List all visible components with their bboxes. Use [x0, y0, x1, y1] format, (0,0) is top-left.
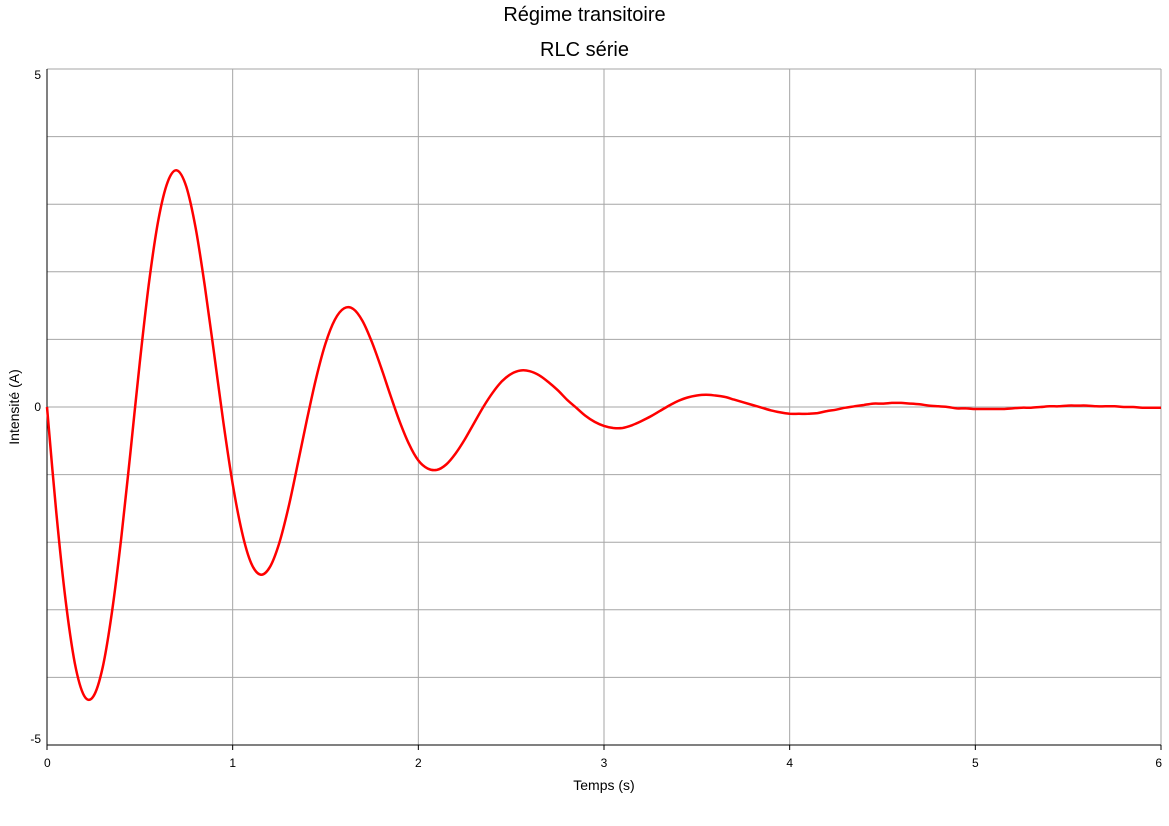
series: [45, 169, 1161, 702]
chart-subtitle: RLC série: [540, 39, 629, 61]
y-tick-label: 0: [34, 400, 41, 414]
tick-labels: 0 1 2 3 4 5 650-5: [30, 68, 1162, 770]
x-tick-label: 6: [1155, 756, 1162, 770]
x-tick-label: 3: [601, 756, 608, 770]
y-tick-label: -5: [30, 732, 41, 746]
x-tick-label: 2: [415, 756, 422, 770]
y-tick-label: 5: [34, 68, 41, 82]
x-axis-label: Temps (s): [573, 777, 634, 793]
y-axis-label: Intensité (A): [6, 369, 22, 444]
grid: [47, 68, 1162, 745]
chart-title: Régime transitoire: [503, 4, 666, 26]
x-tick-label: 5: [972, 756, 979, 770]
x-tick-label: 0: [44, 756, 51, 770]
x-tick-label: 4: [786, 756, 793, 770]
x-tick-label: 1: [229, 756, 236, 770]
series-line: [45, 169, 1161, 702]
